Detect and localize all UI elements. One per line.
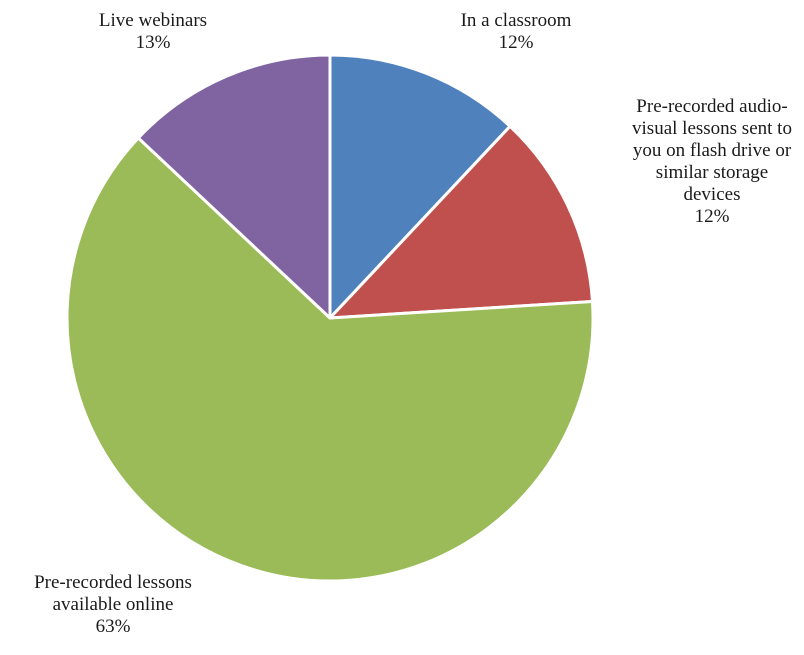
slice-label-4: Live webinars 13% [99,10,207,53]
slice-category-label: similar storage [656,162,768,183]
slice-value-label: 13% [136,32,171,53]
slice-label-3: Pre-recorded lessons available online 63% [34,572,192,637]
slice-value-label: 12% [695,206,730,227]
slice-value-label: 63% [96,616,131,637]
slice-category-label: Live webinars [99,10,207,31]
pie-slice-3 [65,136,595,583]
pie-slice-1 [328,53,512,320]
slice-category-label: Pre-recorded audio- [636,96,787,117]
slice-category-label: you on flash drive or [633,140,792,161]
slice-label-2: Pre-recorded audio-visual lessons sent t… [632,96,792,227]
pie-slice-4 [136,53,332,320]
slice-category-label: Pre-recorded lessons [34,572,192,593]
slice-category-label: visual lessons sent to [632,118,792,139]
slice-category-label: devices [684,184,741,205]
pie-slice-2 [328,124,594,320]
slice-category-label: In a classroom [461,10,572,31]
pie-labels: In a classroom 12%Pre-recorded audio-visu… [34,10,792,637]
pie-slices [65,53,595,583]
slice-value-label: 12% [499,32,534,53]
slice-label-1: In a classroom 12% [461,10,572,53]
slice-category-label: available online [53,594,174,615]
